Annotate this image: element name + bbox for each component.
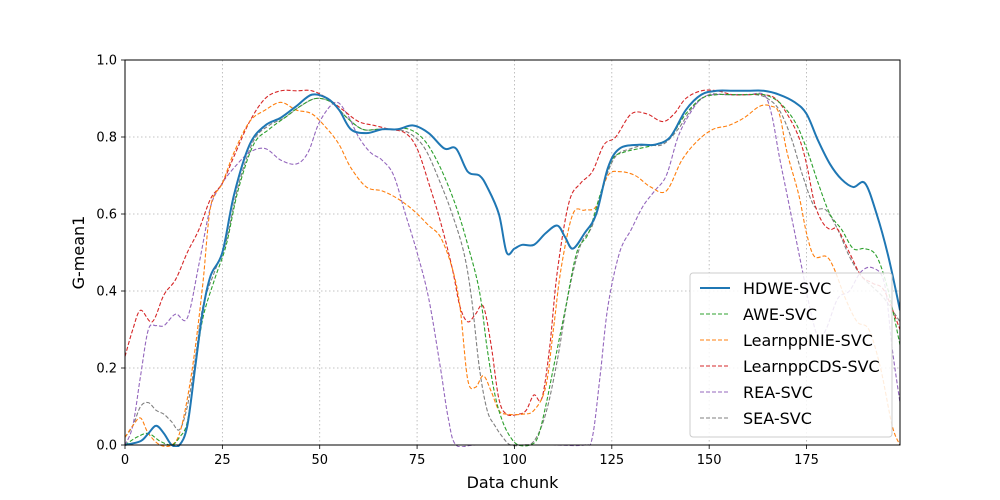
x-tick-label: 100 [502, 453, 527, 468]
series-line-hdwe-svc [125, 89, 900, 447]
y-tick-label: 0.8 [96, 131, 117, 146]
y-tick-label: 0.2 [96, 362, 117, 377]
y-tick-label: 1.0 [96, 54, 117, 69]
plot-frame [124, 59, 901, 446]
x-tick-label: 125 [599, 453, 624, 468]
legend-label-hdwe-svc: HDWE-SVC [743, 279, 831, 298]
y-tick-label: 0.0 [96, 439, 117, 454]
y-axis-label: G-mean1 [69, 216, 88, 290]
x-axis-label: Data chunk [467, 473, 560, 492]
legend: HDWE-SVC AWE-SVC LearnppNIE-SVC LearnppCDS-… [689, 272, 893, 438]
y-tick-label: 0.6 [96, 208, 117, 223]
legend-label-learnppnie-svc: LearnppNIE-SVC [743, 331, 873, 350]
x-tick-label: 25 [214, 453, 231, 468]
x-tick-label: 150 [697, 453, 722, 468]
series-line-sea-svc [125, 93, 900, 447]
legend-box [689, 272, 893, 438]
x-tick-label: 50 [311, 453, 328, 468]
axis-ticks: 0 25 50 75 100 125 150 175 0.0 0.2 0.4 0.6 0.8 1.0 [96, 54, 819, 469]
series-line-awe-svc [125, 93, 900, 447]
y-tick-label: 0.4 [96, 285, 117, 300]
x-tick-label: 75 [409, 453, 426, 468]
series-line-learnppnie-svc [125, 101, 900, 447]
plot-area [125, 89, 900, 447]
legend-label-awe-svc: AWE-SVC [743, 305, 817, 324]
legend-label-learnppcds-svc: LearnppCDS-SVC [743, 357, 880, 376]
legend-label-sea-svc: SEA-SVC [743, 409, 812, 428]
x-tick-label: 175 [794, 453, 819, 468]
x-tick-label: 0 [121, 453, 129, 468]
legend-label-rea-svc: REA-SVC [743, 383, 813, 402]
